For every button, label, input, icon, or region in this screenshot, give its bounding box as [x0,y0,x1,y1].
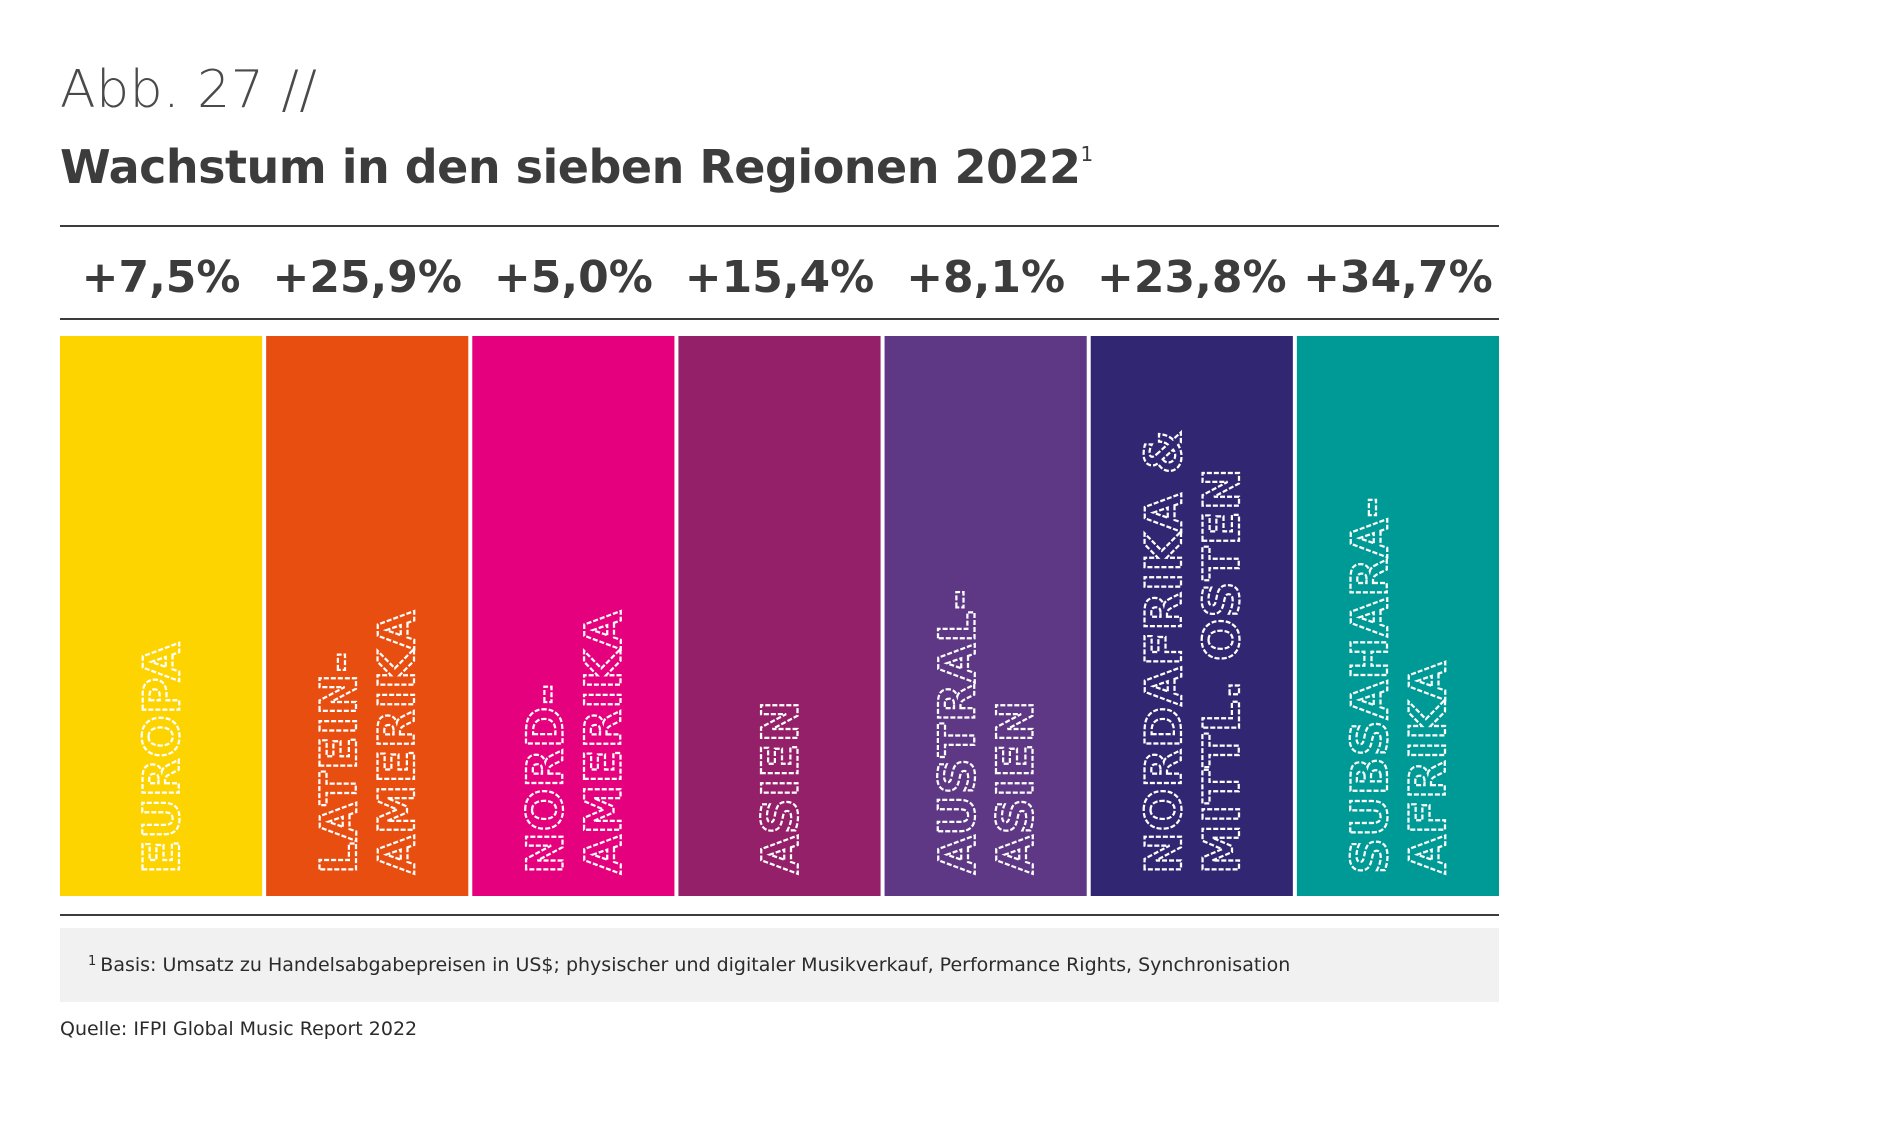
region-label: AMERIKA [368,610,426,874]
region-bar [1296,336,1499,896]
region-bar [266,336,469,896]
value-label: +23,8% [1097,252,1287,303]
footnote-mark: 1 [88,953,97,969]
values-rule [60,318,1499,320]
region-bar [60,336,263,896]
region-label: ASIEN [987,700,1045,874]
region-bar [472,336,675,896]
bottom-rule [60,914,1499,916]
region-label: SUBSAHARA- [1341,496,1399,874]
value-label: +7,5% [82,252,241,303]
value-label: +5,0% [494,252,653,303]
region-label: AMERIKA [574,610,632,874]
figure-number: Abb. 27 // [60,60,318,120]
chart-title: Wachstum in den sieben Regionen 20221 [60,140,1093,194]
region-label: AUSTRAL- [929,588,987,874]
top-rule [60,225,1499,227]
chart-svg: +7,5%EUROPA+25,9%LATEIN- AMERIKA+5,0%NORD… [60,252,1499,916]
title-footnote-mark: 1 [1080,142,1094,166]
region-label: EUROPA [133,641,191,874]
footnote-text: Basis: Umsatz zu Handelsabgabepreisen in… [100,954,1291,976]
value-label: +25,9% [272,252,462,303]
region-growth-chart: +7,5% EUROPA +25,9% LATEIN- AMERIKA +5,0% NORD… [60,226,1499,916]
region-label: LATEIN- [310,651,368,874]
region-bar [678,336,881,896]
value-label: +8,1% [906,252,1065,303]
region-label: ASIEN [752,700,810,874]
region-label: NORD- [516,683,574,874]
region-label: NORDAFRIKA & [1135,429,1193,874]
source-note: Quelle: IFPI Global Music Report 2022 [60,1018,418,1040]
chart-title-text: Wachstum in den sieben Regionen 2022 [60,140,1081,194]
region-label: MITTL. OSTEN [1193,467,1251,874]
region-bar [884,336,1087,896]
region-label: AFRIKA [1399,661,1457,874]
value-label: +34,7% [1303,252,1493,303]
region-bar [1090,336,1293,896]
footnote-box: 1 Basis: Umsatz zu Handelsabgabepreisen … [60,928,1499,1002]
value-label: +15,4% [685,252,875,303]
